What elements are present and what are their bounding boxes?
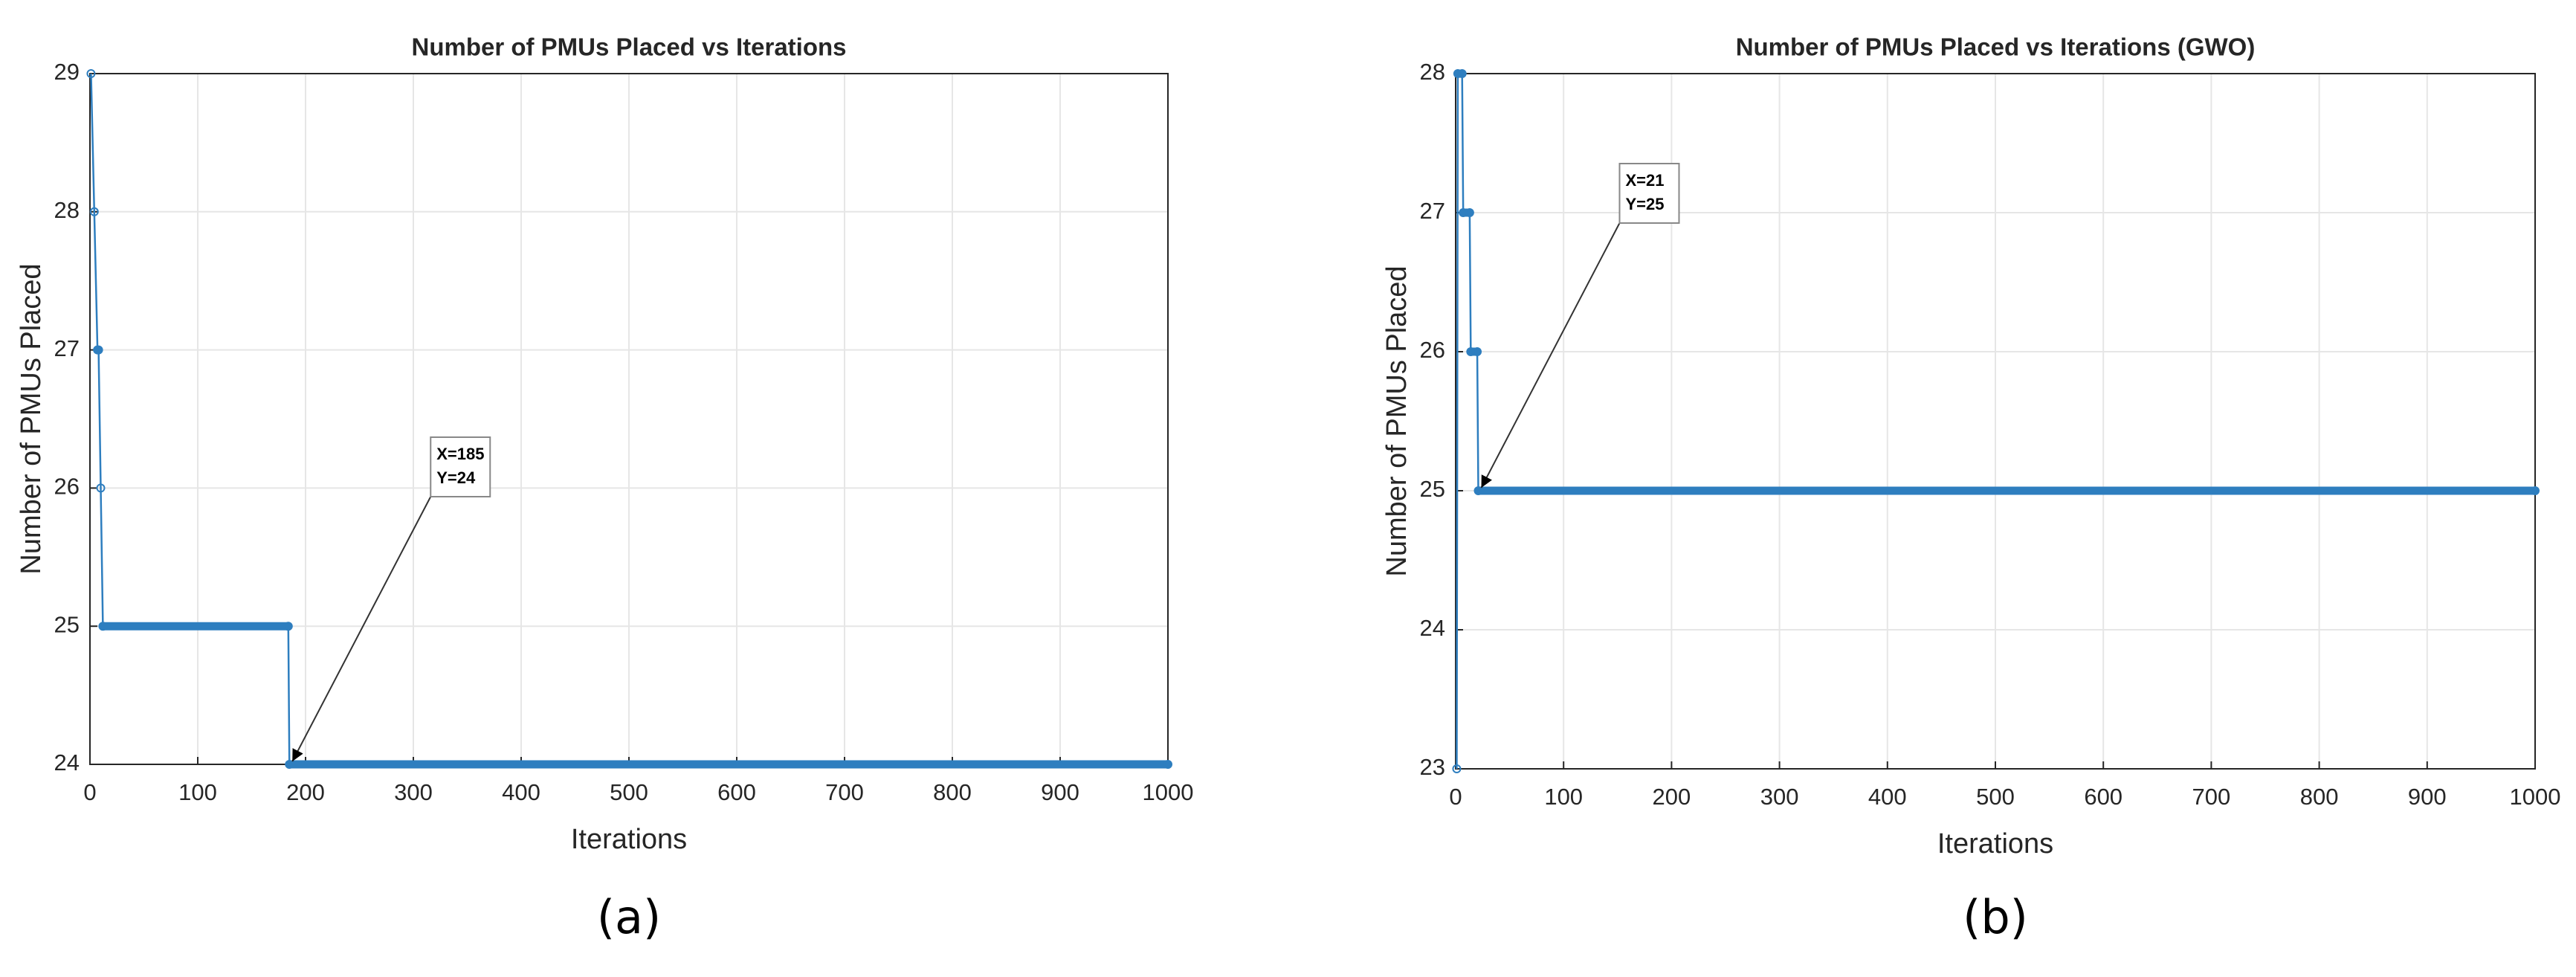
x-tick-label: 0 [83,779,96,805]
x-tick-label: 1000 [2510,784,2561,810]
x-tick-label: 800 [933,779,972,805]
x-tick-label: 700 [825,779,864,805]
x-tick-label: 0 [1449,784,1462,810]
x-tick-label: 600 [2084,784,2123,810]
x-tick-label: 800 [2300,784,2339,810]
y-axis-label: Number of PMUs Placed [16,263,47,574]
y-tick-label: 27 [1420,198,1445,224]
x-tick-label: 900 [1041,779,1079,805]
annotation-text: X=21 [1625,171,1664,190]
y-tick-label: 24 [54,749,80,776]
point [98,622,108,631]
axes-box [1455,73,2536,770]
y-tick-label: 26 [54,474,80,500]
annotation-text: Y=24 [436,468,476,487]
y-tick-label: 23 [1420,754,1445,780]
annotation-text: Y=25 [1625,195,1664,213]
annotation-box [1618,163,1680,224]
x-tick-label: 900 [2408,784,2447,810]
point [96,483,106,493]
x-axis-label: Iterations [571,824,687,855]
y-tick-label: 28 [54,197,80,223]
point [1473,347,1482,356]
point [1453,69,1462,78]
x-tick-label: 100 [178,779,217,805]
series-line [1456,72,2535,770]
y-tick-label: 26 [1420,337,1445,363]
x-tick-label: 300 [1760,784,1799,810]
point [1459,208,1468,217]
point [283,622,293,631]
x-tick-label: 300 [394,779,433,805]
point [1163,760,1172,769]
point [1465,208,1474,217]
annotation-arrow [291,496,432,762]
chart-title: Number of PMUs Placed vs Iterations [412,33,847,61]
chart-title: Number of PMUs Placed vs Iterations (GWO… [1736,33,2256,61]
caption: (a) [597,890,661,944]
annotation-text: X=185 [436,445,484,463]
point [86,69,96,78]
point [1457,69,1467,78]
caption: (b) [1963,890,2028,944]
point [285,760,294,769]
point [2531,486,2540,495]
x-tick-label: 400 [502,779,540,805]
point [1452,764,1462,773]
x-tick-label: 400 [1868,784,1907,810]
x-tick-label: 200 [1653,784,1691,810]
x-tick-label: 600 [717,779,756,805]
annotation-box [430,436,491,497]
point [89,207,99,216]
point [94,345,103,355]
y-tick-label: 24 [1420,615,1445,641]
x-tick-label: 700 [2192,784,2231,810]
x-tick-label: 1000 [1143,779,1194,805]
x-tick-label: 500 [610,779,648,805]
series-line [90,73,1168,766]
annotation-arrow [1480,222,1621,488]
x-tick-label: 500 [1976,784,2015,810]
point [1466,347,1476,356]
y-tick-label: 28 [1420,59,1445,85]
x-tick-label: 200 [286,779,325,805]
y-axis-label: Number of PMUs Placed [1381,265,1413,576]
y-tick-label: 25 [54,611,80,637]
y-tick-label: 29 [54,59,80,85]
y-tick-label: 27 [54,335,80,361]
x-tick-label: 100 [1544,784,1583,810]
y-tick-label: 25 [1420,476,1445,502]
point [1473,486,1483,495]
x-axis-label: Iterations [1937,828,2053,860]
